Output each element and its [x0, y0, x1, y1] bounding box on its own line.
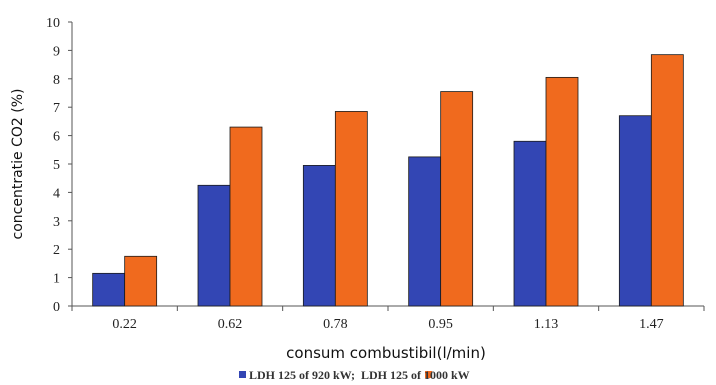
bar-series-2-0.62	[229, 126, 263, 307]
legend-swatch-series-2	[425, 371, 432, 378]
bar-series-2-0.22	[124, 255, 158, 307]
bar-series-2-0.95	[440, 91, 474, 307]
y-tick-label: 5	[53, 158, 60, 173]
y-tick-label: 7	[53, 101, 60, 116]
y-tick-label: 0	[53, 300, 60, 315]
y-tick-label: 3	[53, 215, 60, 230]
legend-swatch-series-1	[239, 371, 246, 378]
y-axis-ticks: 0 1 2 3 4 5 6 7 8 9 10	[46, 16, 72, 315]
x-axis-ticks: 0.22 0.62 0.78 0.95 1.13 1.47	[71, 306, 705, 332]
y-tick-label: 1	[53, 272, 60, 287]
y-tick-label: 4	[53, 186, 60, 201]
x-tick-label: 0.78	[323, 317, 348, 332]
x-tick-label: 1.13	[534, 317, 559, 332]
legend-text: LDH 125 of 920 kW; LDH 125 of 1000 kW	[249, 368, 470, 382]
x-tick-label: 0.95	[428, 317, 453, 332]
bar-series-1-0.22	[92, 272, 126, 307]
bar-series-1-0.95	[408, 156, 442, 307]
x-tick-label: 0.22	[112, 317, 137, 332]
y-tick-label: 6	[53, 130, 60, 145]
x-tick-label: 0.62	[218, 317, 243, 332]
bar-series-2-0.78	[334, 111, 368, 307]
bar-series-2-1.13	[545, 76, 579, 307]
bar-series-2-1.47	[650, 54, 684, 307]
bar-series-1-0.78	[302, 165, 336, 307]
x-axis-label: consum combustibil(l/min)	[286, 344, 486, 362]
bar-series-1-0.62	[197, 184, 231, 307]
y-tick-label: 10	[46, 16, 60, 31]
plot-area	[71, 22, 704, 307]
bar-series-1-1.47	[618, 115, 652, 307]
bars	[92, 54, 684, 307]
y-tick-label: 8	[53, 73, 60, 88]
legend: LDH 125 of 920 kW; LDH 125 of 1000 kW	[239, 368, 470, 382]
x-tick-label: 1.47	[639, 317, 664, 332]
y-tick-label: 2	[53, 243, 60, 258]
y-axis-label: concentratie CO2 (%)	[10, 89, 26, 240]
bar-series-1-1.13	[513, 140, 547, 307]
y-tick-label: 9	[53, 44, 60, 59]
